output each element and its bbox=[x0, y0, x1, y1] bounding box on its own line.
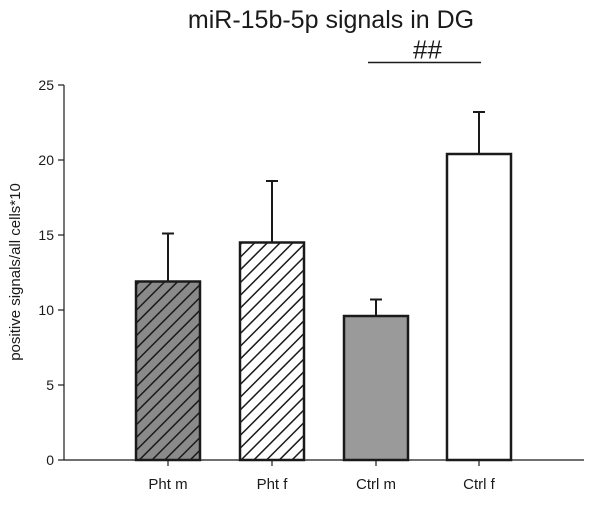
y-tick-label: 20 bbox=[38, 152, 54, 168]
x-tick-label: Ctrl f bbox=[463, 476, 495, 493]
significance-label: ## bbox=[413, 35, 442, 65]
chart-title: miR-15b-5p signals in DG bbox=[188, 6, 474, 34]
bar bbox=[342, 314, 410, 462]
y-tick-label: 25 bbox=[38, 77, 54, 93]
y-axis: 0 5 10 15 20 25 bbox=[38, 77, 65, 468]
x-tick-label: Pht f bbox=[257, 476, 289, 493]
x-tick-label: Ctrl m bbox=[356, 476, 396, 493]
bar bbox=[238, 241, 306, 462]
significance-annotation: ## bbox=[368, 35, 481, 65]
bars bbox=[134, 111, 513, 462]
y-tick-label: 0 bbox=[46, 452, 54, 468]
x-axis: Pht m Pht f Ctrl m Ctrl f bbox=[64, 459, 584, 493]
y-tick-label: 15 bbox=[38, 227, 54, 243]
bar bbox=[134, 280, 202, 462]
bar bbox=[445, 152, 513, 462]
y-tick-label: 5 bbox=[46, 377, 54, 393]
y-tick-label: 10 bbox=[38, 302, 54, 318]
y-axis-label: positive signals/all cells*10 bbox=[7, 183, 24, 361]
x-tick-label: Pht m bbox=[148, 476, 187, 493]
